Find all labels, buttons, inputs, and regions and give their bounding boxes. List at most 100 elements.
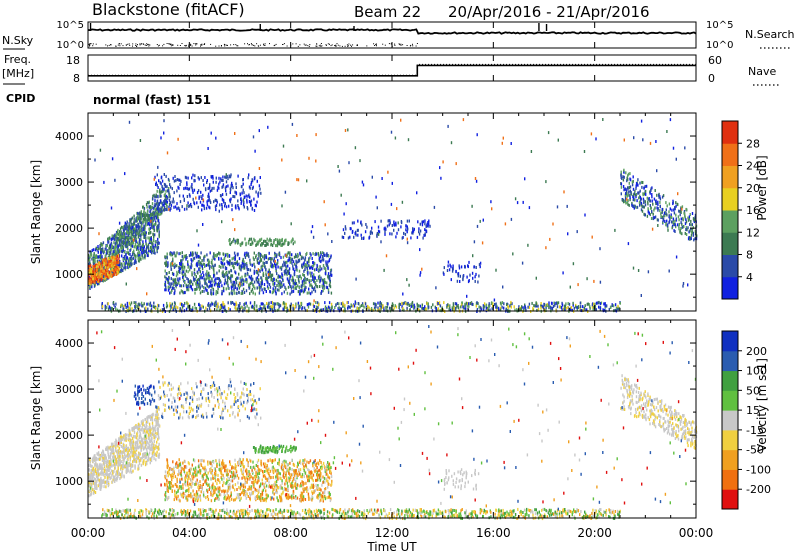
power-echo xyxy=(181,251,183,255)
power-echo xyxy=(191,288,194,292)
nsearch-point xyxy=(406,45,408,46)
power-echo xyxy=(361,180,364,184)
power-echo xyxy=(186,277,188,280)
power-echo xyxy=(506,303,508,307)
power-echo xyxy=(253,269,255,273)
power-echo xyxy=(130,301,133,305)
power-echo xyxy=(192,190,194,194)
power-echo xyxy=(191,271,193,275)
power-echo xyxy=(152,305,155,309)
power-echo xyxy=(224,305,226,309)
power-echo xyxy=(666,224,669,228)
noise-right-tick-bottom: 10^0 xyxy=(706,40,733,51)
power-echo xyxy=(197,271,199,275)
power-echo xyxy=(678,218,680,222)
power-echo xyxy=(117,232,119,235)
power-echo xyxy=(288,272,291,275)
power-echo xyxy=(194,277,196,281)
power-echo xyxy=(88,265,90,268)
power-echo xyxy=(133,218,136,222)
power-echo xyxy=(207,262,210,266)
power-echo xyxy=(127,233,129,237)
power-echo xyxy=(426,222,428,226)
power-echo xyxy=(353,304,356,308)
power-echo xyxy=(681,232,683,236)
power-echo xyxy=(98,279,101,283)
power-echo xyxy=(239,302,241,305)
power-echo xyxy=(595,301,598,305)
power-echo xyxy=(430,305,433,309)
power-echo xyxy=(250,278,253,282)
power-echo xyxy=(484,304,486,308)
power-echo xyxy=(181,268,183,272)
power-echo xyxy=(149,209,152,213)
power-echo xyxy=(310,283,312,287)
power-echo xyxy=(309,283,311,287)
power-echo xyxy=(117,228,119,232)
power-echo xyxy=(218,284,221,288)
power-echo xyxy=(273,302,275,306)
nsearch-point xyxy=(89,45,90,47)
power-echo xyxy=(157,194,159,198)
power-echo xyxy=(667,228,669,232)
power-echo xyxy=(187,262,189,266)
power-echo xyxy=(247,176,249,180)
power-echo xyxy=(685,226,688,230)
power-echo xyxy=(684,216,686,220)
power-echo xyxy=(641,209,644,213)
power-echo xyxy=(324,223,326,227)
power-echo xyxy=(89,278,92,282)
power-echo xyxy=(294,262,296,266)
power-echo xyxy=(671,224,674,228)
power-echo xyxy=(289,277,291,281)
power-echo xyxy=(385,254,388,258)
power-echo xyxy=(209,251,211,255)
power-echo xyxy=(167,177,170,181)
power-echo xyxy=(101,248,104,252)
power-echo xyxy=(137,252,139,256)
power-echo xyxy=(101,303,103,307)
power-echo xyxy=(668,269,670,273)
power-echo xyxy=(454,302,457,306)
power-echo xyxy=(326,263,329,267)
power-echo xyxy=(589,306,591,310)
power-echo xyxy=(220,177,222,181)
power-echo xyxy=(308,258,310,262)
power-echo xyxy=(303,278,305,282)
power-echo xyxy=(326,286,329,290)
power-echo xyxy=(250,181,253,184)
power-echo xyxy=(163,182,166,186)
nsearch-point xyxy=(339,45,341,47)
power-echo xyxy=(142,220,145,224)
power-echo xyxy=(691,223,693,227)
power-echo xyxy=(662,194,665,198)
power-echo xyxy=(377,306,379,310)
power-echo xyxy=(548,306,550,310)
power-echo xyxy=(634,189,636,193)
power-echo xyxy=(271,265,273,269)
power-echo xyxy=(188,187,191,191)
power-echo xyxy=(119,227,122,231)
nsearch-point xyxy=(132,43,134,45)
power-echo xyxy=(628,203,630,207)
power-echo xyxy=(143,248,145,252)
power-echo xyxy=(653,216,656,220)
power-echo xyxy=(145,236,147,240)
power-echo xyxy=(126,265,128,269)
power-echo xyxy=(295,259,297,263)
power-echo xyxy=(453,306,455,310)
power-echo xyxy=(312,278,314,282)
power-echo xyxy=(602,118,604,121)
nsearch-point xyxy=(282,44,284,45)
power-echo xyxy=(195,275,197,279)
power-echo xyxy=(543,303,546,306)
power-echo xyxy=(105,254,107,258)
power-echo xyxy=(198,268,200,272)
power-echo xyxy=(189,194,191,198)
power-echo xyxy=(128,120,131,124)
power-echo xyxy=(350,303,352,307)
power-echo xyxy=(483,302,486,306)
power-echo xyxy=(249,186,251,190)
nsearch-point xyxy=(108,44,110,46)
power-echo xyxy=(267,305,269,309)
